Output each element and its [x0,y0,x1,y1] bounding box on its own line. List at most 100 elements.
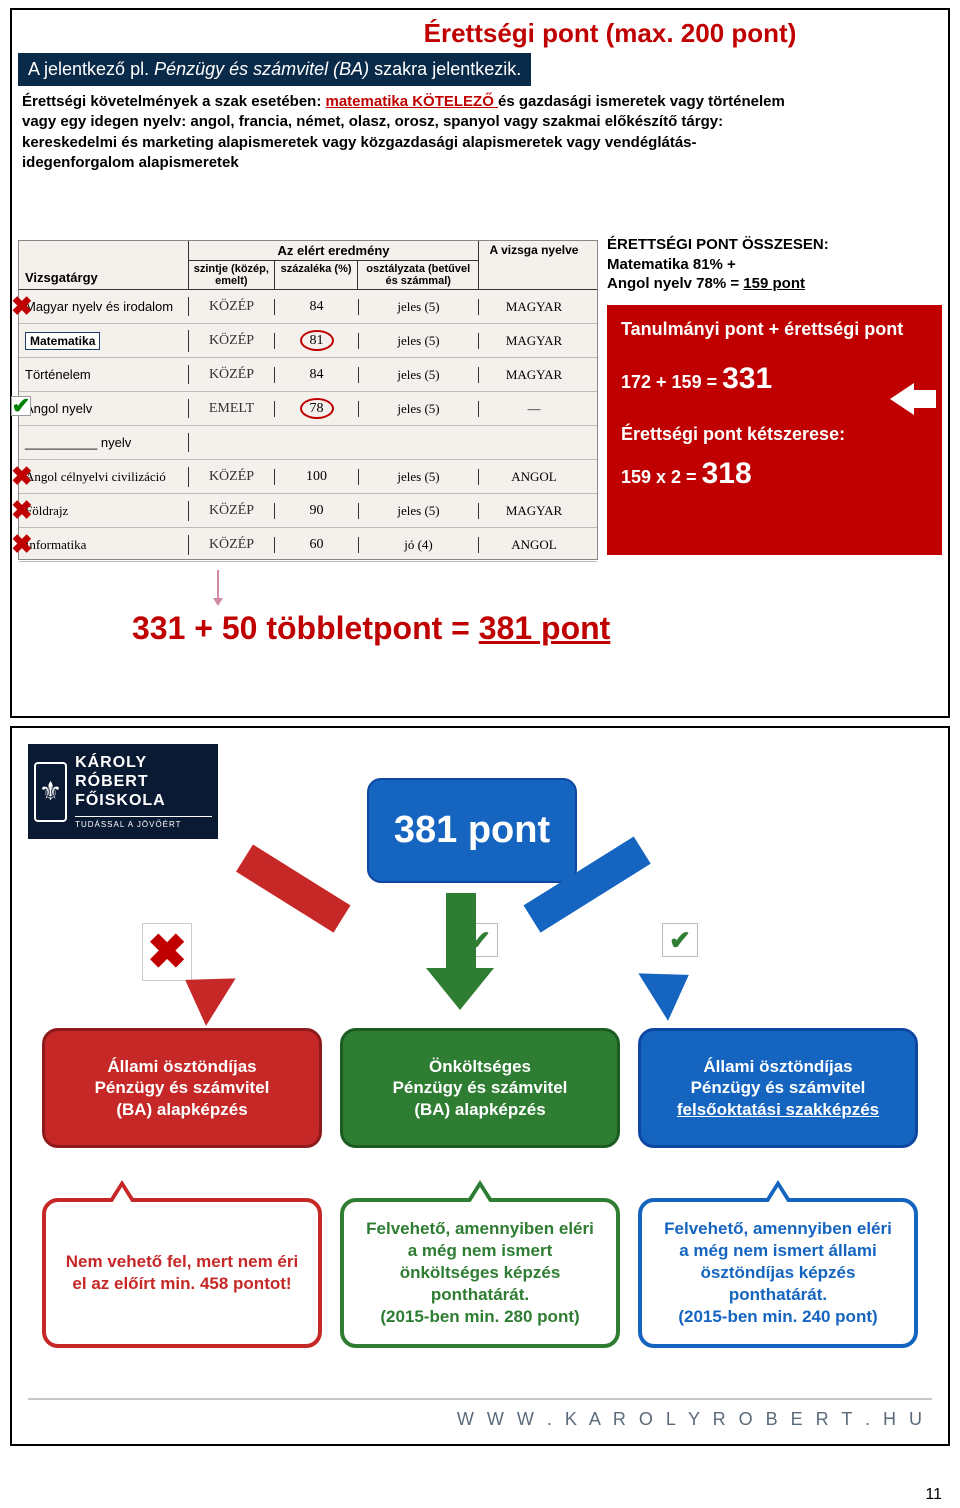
bottom-equation: 331 + 50 többletpont = 381 pont [132,610,610,647]
th-result: Az elért eredmény [189,241,478,261]
summary-l2b: 159 pont [743,275,805,292]
cell-szaz: 81 [275,333,359,349]
bubble-text: Felvehető, amennyiben eléri a még nem is… [658,1218,898,1328]
summary-text: ÉRETTSÉGI PONT ÖSSZESEN: Matematika 81% … [607,235,942,294]
redbox-eq2a: 159 x 2 = [621,467,702,487]
th-lang: A vizsga nyelve [479,241,589,289]
x-mark-icon: ✖ [11,496,33,518]
cell-subject: Történelem [19,365,189,384]
program-cards-row: Állami ösztöndíjas Pénzügy és számvitel … [42,1028,918,1148]
card-text: Állami ösztöndíjas Pénzügy és számvitel … [95,1056,270,1120]
card-text: Önköltséges Pénzügy és számvitel (BA) al… [393,1056,568,1120]
cell-szint: KÖZÉP [189,333,275,349]
cell-szint: KÖZÉP [189,299,275,315]
logo-text: KÁROLY RÓBERT FŐISKOLA TUDÁSSAL A JÖVŐÉR… [75,753,212,830]
cell-lang: MAGYAR [479,367,589,383]
red-calculation-box: Tanulmányi pont + érettségi pont 172 + 1… [607,305,942,555]
card-state-ba: Állami ösztöndíjas Pénzügy és számvitel … [42,1028,322,1148]
slide1-subtitle: A jelentkező pl. Pénzügy és számvitel (B… [18,53,531,86]
bubble-text: Nem vehető fel, mert nem éri el az előír… [62,1251,302,1295]
footer-url: W W W . K A R O L Y R O B E R T . H U [457,1409,926,1430]
logo-sub: TUDÁSSAL A JÖVŐÉRT [75,816,212,830]
cell-subject: Matematika [19,330,189,352]
table-row: ✖Magyar nyelv és irodalomKÖZÉP84jeles (5… [19,290,597,324]
cell-szint: KÖZÉP [189,503,275,519]
bubble-text: Felvehető, amennyiben eléri a még nem is… [360,1218,600,1328]
cell-oszt: jeles (5) [359,299,479,315]
total-points-box: 381 pont [367,778,577,883]
cell-subject: Angol nyelv [19,399,189,418]
logo-line2: FŐISKOLA [75,791,212,810]
cell-oszt: jeles (5) [359,401,479,417]
redbox-eq1a: 172 + 159 = [621,372,722,392]
cell-szaz: 60 [275,537,359,553]
redbox-l2: Érettségi pont kétszerese: [621,422,928,446]
card-text: Állami ösztöndíjas Pénzügy és számvitel [691,1057,866,1097]
card-underline: felsőoktatási szakképzés [677,1100,879,1119]
bubble-rejected: Nem vehető fel, mert nem éri el az előír… [42,1198,322,1348]
req-3: kereskedelmi és marketing alapismeretek … [22,134,697,151]
redbox-l1: Tanulmányi pont + érettségi pont [621,317,928,341]
exam-results-table: Vizsgatárgy Az elért eredmény szintje (k… [18,240,598,560]
logo-line1: KÁROLY RÓBERT [75,753,212,791]
cell-lang: MAGYAR [479,333,589,349]
table-row: __________ nyelv [19,426,597,460]
cell-lang: — [479,401,589,417]
cell-oszt: jeles (5) [359,469,479,485]
cell-szint: KÖZÉP [189,367,275,383]
cell-szint: KÖZÉP [189,537,275,553]
cell-lang: MAGYAR [479,299,589,315]
cell-subject: Magyar nyelv és irodalom [19,297,189,316]
slide1-title: Érettségi pont (max. 200 pont) [272,10,948,51]
pink-arrow-down-icon [217,570,219,600]
table-row: ✖InformatikaKÖZÉP60jó (4)ANGOL [19,528,597,562]
cell-subject: Földrajz [19,501,189,521]
card-state-voc: Állami ösztöndíjas Pénzügy és számvitel … [638,1028,918,1148]
school-logo: ⚜ KÁROLY RÓBERT FŐISKOLA TUDÁSSAL A JÖVŐ… [28,744,218,839]
subtitle-italic: Pénzügy és számvitel (BA) [154,59,369,79]
bubble-state-accept: Felvehető, amennyiben eléri a még nem is… [638,1198,918,1348]
lily-icon: ⚜ [34,762,67,822]
cell-szint: EMELT [189,401,275,417]
check-mark-icon: ✔ [11,396,33,418]
subtitle-post: szakra jelentkezik. [369,59,521,79]
req-4: idegenforgalom alapismeretek [22,154,239,171]
cell-szint: KÖZÉP [189,469,275,485]
cell-lang: MAGYAR [479,503,589,519]
th-oszt: osztályzata (betűvel és számmal) [358,261,478,289]
bubble-self-accept: Felvehető, amennyiben eléri a még nem is… [340,1198,620,1348]
cell-oszt: jeles (5) [359,333,479,349]
subtitle-pre: A jelentkező pl. [28,59,154,79]
summary-title: ÉRETTSÉGI PONT ÖSSZESEN: [607,236,829,253]
cell-lang: ANGOL [479,469,589,485]
table-row: MatematikaKÖZÉP81jeles (5)MAGYAR [19,324,597,358]
th-subject: Vizsgatárgy [19,241,189,289]
slide-2: ⚜ KÁROLY RÓBERT FŐISKOLA TUDÁSSAL A JÖVŐ… [10,726,950,1446]
redbox-eq1b: 331 [722,362,772,395]
cell-oszt: jó (4) [359,537,479,553]
x-mark-icon: ✖ [11,530,33,552]
cell-szaz: 78 [275,401,359,417]
x-mark-icon: ✖ [11,462,33,484]
green-arrow-icon [430,893,490,1013]
summary-l2a: Angol nyelv 78% = [607,275,743,292]
cell-szaz: 84 [275,367,359,383]
table-row: ✖Angol célnyelvi civilizációKÖZÉP100jele… [19,460,597,494]
slide-1: Érettségi pont (max. 200 pont) A jelentk… [10,8,950,718]
th-szint: szintje (közép, emelt) [189,261,275,289]
cell-lang: ANGOL [479,537,589,553]
req-kotelezo: matematika KÖTELEZŐ [326,93,499,110]
summary-l1: Matematika 81% + [607,256,736,273]
blue-arrow-icon [532,893,702,1013]
th-result-group: Az elért eredmény szintje (közép, emelt)… [189,241,479,289]
cell-szaz: 100 [275,469,359,485]
cell-subject: __________ nyelv [19,433,189,452]
requirements-text: Érettségi követelmények a szak esetében:… [12,92,948,177]
req-b: és gazdasági ismeretek vagy történelem [498,93,785,110]
cell-szaz: 90 [275,503,359,519]
x-mark-icon: ✖ [142,923,192,981]
x-mark-icon: ✖ [11,292,33,314]
card-self-ba: Önköltséges Pénzügy és számvitel (BA) al… [340,1028,620,1148]
table-row: ✖FöldrajzKÖZÉP90jeles (5)MAGYAR [19,494,597,528]
cell-oszt: jeles (5) [359,367,479,383]
